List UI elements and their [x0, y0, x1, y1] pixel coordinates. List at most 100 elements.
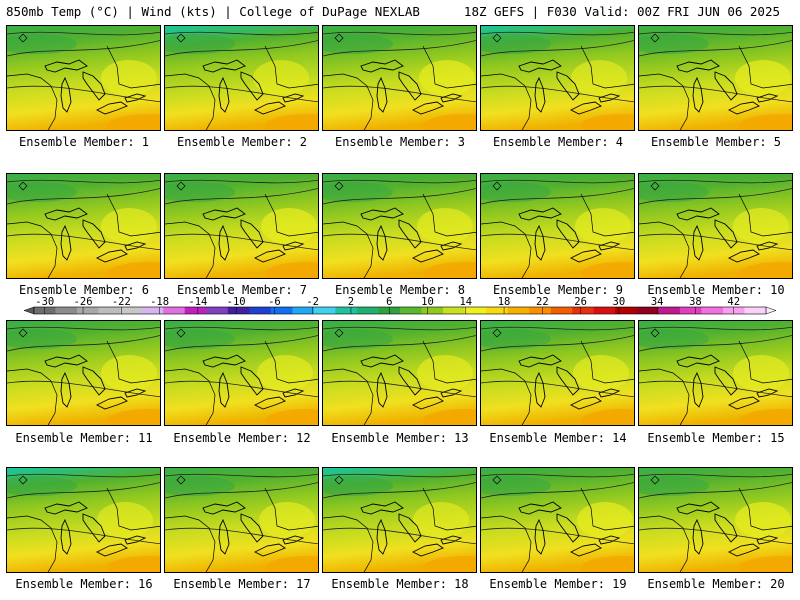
- colorbar-swatch: [679, 307, 702, 314]
- temperature-map: [639, 321, 792, 425]
- ensemble-member-panel: [638, 320, 793, 426]
- colorbar-swatch: [163, 307, 186, 314]
- colorbar-swatch: [744, 307, 767, 314]
- colorbar-tick-label: -22: [112, 296, 131, 308]
- colorbar-tick-label: 30: [613, 296, 626, 308]
- ensemble-member-panel: [164, 25, 319, 131]
- colorbar-swatch: [141, 307, 164, 314]
- ensemble-member-label: Ensemble Member: 2: [176, 135, 308, 149]
- ensemble-member-label: Ensemble Member: 6: [18, 283, 150, 297]
- colorbar-tick-label: 34: [651, 296, 664, 308]
- ensemble-member-label: Ensemble Member: 9: [492, 283, 624, 297]
- colorbar-swatch: [270, 307, 293, 314]
- colorbar-swatch: [249, 307, 272, 314]
- colorbar-swatch: [421, 307, 444, 314]
- colorbar-tick-label: 18: [498, 296, 511, 308]
- temperature-map: [481, 321, 634, 425]
- colorbar-swatch: [227, 307, 250, 314]
- ensemble-member-panel: [6, 173, 161, 279]
- ensemble-member-panel: [638, 467, 793, 573]
- colorbar-tick-label: -10: [227, 296, 246, 308]
- temperature-colorbar: -30 -26 -22 -18 -14 -10 -6 -2 2 6 10 14 18 22 26 30 34 38…: [23, 296, 777, 315]
- colorbar-tick-label: -18: [150, 296, 169, 308]
- colorbar-swatch: [593, 307, 616, 314]
- temperature-map: [323, 468, 476, 572]
- colorbar-tick-label: -14: [188, 296, 207, 308]
- temperature-map: [7, 321, 160, 425]
- colorbar-swatch: [356, 307, 379, 314]
- temperature-map: [323, 26, 476, 130]
- ensemble-member-panel: [6, 25, 161, 131]
- ensemble-member-label: Ensemble Member: 15: [647, 431, 785, 445]
- ensemble-member-label: Ensemble Member: 12: [173, 431, 311, 445]
- ensemble-member-label: Ensemble Member: 14: [489, 431, 627, 445]
- temperature-map: [481, 174, 634, 278]
- ensemble-member-panel: [6, 320, 161, 426]
- colorbar-swatch: [529, 307, 552, 314]
- ensemble-member-panel: [480, 25, 635, 131]
- temperature-map: [165, 26, 318, 130]
- ensemble-member-label: Ensemble Member: 16: [15, 577, 153, 591]
- model-valid-time: 18Z GEFS | F030 Valid: 00Z FRI JUN 06 20…: [463, 4, 780, 19]
- colorbar-tick-label: 26: [574, 296, 587, 308]
- colorbar-swatch: [550, 307, 573, 314]
- colorbar-swatch: [335, 307, 358, 314]
- ensemble-member-label: Ensemble Member: 7: [176, 283, 308, 297]
- ensemble-member-label: Ensemble Member: 10: [647, 283, 785, 297]
- colorbar-swatch: [98, 307, 121, 314]
- colorbar-swatch: [206, 307, 229, 314]
- colorbar-tick-label: 38: [689, 296, 702, 308]
- colorbar-swatch: [184, 307, 207, 314]
- temperature-map: [7, 26, 160, 130]
- ensemble-member-panel: [480, 173, 635, 279]
- ensemble-member-panel: [164, 320, 319, 426]
- colorbar-high-arrow: [765, 306, 777, 315]
- temperature-map: [639, 174, 792, 278]
- ensemble-member-panel: [480, 467, 635, 573]
- temperature-map: [481, 468, 634, 572]
- colorbar-tick-label: -2: [306, 296, 319, 308]
- temperature-map: [165, 468, 318, 572]
- ensemble-member-panel: [322, 320, 477, 426]
- colorbar-tick-label: 10: [421, 296, 434, 308]
- temperature-map: [165, 174, 318, 278]
- colorbar-swatch: [443, 307, 465, 314]
- ensemble-member-label: Ensemble Member: 4: [492, 135, 624, 149]
- ensemble-member-label: Ensemble Member: 1: [18, 135, 150, 149]
- colorbar-swatch: [636, 307, 659, 314]
- colorbar-tick-label: 14: [459, 296, 472, 308]
- colorbar-tick-label: -26: [74, 296, 93, 308]
- colorbar-swatch: [507, 307, 530, 314]
- temperature-map: [7, 468, 160, 572]
- ensemble-member-panel: [164, 173, 319, 279]
- colorbar-tick-label: 22: [536, 296, 549, 308]
- ensemble-member-panel: [164, 467, 319, 573]
- colorbar-swatch: [313, 307, 336, 314]
- colorbar-swatch: [701, 307, 724, 314]
- map-title: 850mb Temp (°C) | Wind (kts) | College o…: [6, 4, 420, 19]
- ensemble-member-label: Ensemble Member: 17: [173, 577, 311, 591]
- temperature-map: [7, 174, 160, 278]
- colorbar-swatch: [77, 307, 99, 314]
- ensemble-member-panel: [638, 173, 793, 279]
- ensemble-member-label: Ensemble Member: 3: [334, 135, 466, 149]
- temperature-map: [481, 26, 634, 130]
- colorbar-swatch: [55, 307, 78, 314]
- ensemble-member-label: Ensemble Member: 13: [331, 431, 469, 445]
- ensemble-member-panel: [322, 467, 477, 573]
- ensemble-member-label: Ensemble Member: 8: [334, 283, 466, 297]
- ensemble-member-panel: [638, 25, 793, 131]
- ensemble-member-panel: [322, 25, 477, 131]
- temperature-map: [639, 468, 792, 572]
- colorbar-low-arrow: [23, 306, 35, 315]
- colorbar-swatch: [572, 307, 595, 314]
- colorbar-tick-label: 6: [386, 296, 392, 308]
- temperature-map: [639, 26, 792, 130]
- colorbar-swatch: [486, 307, 508, 314]
- colorbar-swatch: [292, 307, 315, 314]
- ensemble-member-label: Ensemble Member: 18: [331, 577, 469, 591]
- temperature-map: [323, 321, 476, 425]
- colorbar-swatch: [120, 307, 142, 314]
- ensemble-member-label: Ensemble Member: 11: [15, 431, 153, 445]
- colorbar-swatch: [658, 307, 681, 314]
